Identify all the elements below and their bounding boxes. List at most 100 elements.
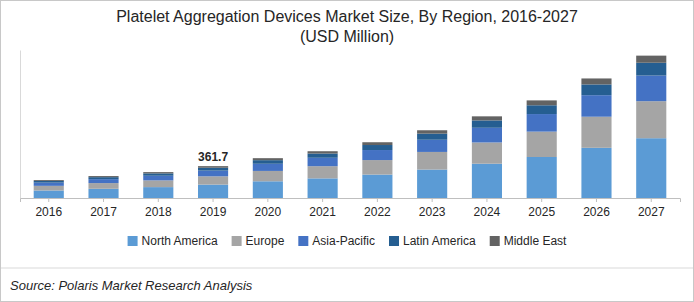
series — [34, 56, 667, 181]
legend-label: North America — [142, 234, 218, 248]
bar-segment — [198, 171, 228, 177]
x-tick-mark — [432, 198, 433, 202]
bar-segment — [472, 128, 502, 143]
x-tick-label: 2022 — [364, 205, 391, 219]
x-axis-line — [21, 199, 681, 203]
series — [34, 138, 667, 198]
bar-segment — [308, 151, 338, 153]
x-tick-mark — [322, 198, 323, 202]
title: Platelet Aggregation Devices Market Size… — [116, 8, 578, 25]
bar-segment — [636, 138, 666, 198]
x-tick: 2025 — [528, 198, 555, 219]
bar-segment — [472, 116, 502, 120]
bar-segment — [34, 190, 64, 198]
legend-label: Asia-Pacific — [312, 234, 375, 248]
bar-segment — [636, 101, 666, 138]
bar-segment — [253, 181, 283, 198]
legend-label: Middle East — [504, 234, 567, 248]
bar-segment — [581, 95, 611, 117]
bar-segment — [198, 168, 228, 171]
plot-area — [34, 56, 667, 198]
legend-label: Europe — [246, 234, 285, 248]
bar-segment — [253, 164, 283, 171]
x-tick-mark — [377, 198, 378, 202]
x-tick-mark — [541, 198, 542, 202]
x-tick-label: 2026 — [583, 205, 610, 219]
frame — [1, 1, 694, 302]
bar-segment — [88, 177, 118, 179]
bar-segment — [527, 105, 557, 114]
chart: Platelet Aggregation Devices Market Size… — [0, 0, 694, 302]
bar-segment — [362, 175, 392, 198]
bar-segment — [308, 158, 338, 166]
bar-segment — [527, 157, 557, 198]
legend-swatch — [298, 236, 308, 246]
separator — [1, 268, 693, 269]
x-tick: 2017 — [90, 198, 117, 219]
bar-segment — [253, 160, 283, 164]
legend-item: Latin America — [389, 234, 476, 248]
bar-segment — [143, 173, 173, 175]
bar-segment — [143, 172, 173, 173]
y-axis-line — [20, 51, 21, 199]
bar-segment — [581, 148, 611, 198]
x-tick: 2023 — [419, 198, 446, 219]
x-axis: 2016201720182019202020212022202320242025… — [21, 198, 681, 219]
x-tick: 2026 — [583, 198, 610, 219]
bar-segment — [472, 142, 502, 163]
bar-segment — [636, 76, 666, 102]
series — [34, 76, 667, 186]
bar-segment — [198, 166, 228, 168]
bar-segment — [143, 187, 173, 198]
legend-item: North America — [128, 234, 218, 248]
bar-segment — [527, 132, 557, 157]
legend-swatch — [490, 236, 500, 246]
x-tick: 2022 — [364, 198, 391, 219]
legend-item: Middle East — [490, 234, 567, 248]
subtitle: (USD Million) — [300, 28, 394, 45]
bar-segment — [362, 145, 392, 150]
bar-segment — [527, 114, 557, 132]
bar-segment — [417, 140, 447, 152]
legend-swatch — [232, 236, 242, 246]
x-tick: 2027 — [638, 198, 665, 219]
y-axis — [20, 51, 21, 199]
bar-segment — [34, 186, 64, 191]
x-tick-mark — [267, 198, 268, 202]
bar-segment — [308, 154, 338, 158]
bar-segment — [143, 180, 173, 187]
x-tick-label: 2018 — [145, 205, 172, 219]
bar-segment — [253, 158, 283, 160]
x-tick-mark — [486, 198, 487, 202]
bar-segment — [417, 134, 447, 140]
x-tick: 2018 — [145, 198, 172, 219]
bar-segment — [308, 166, 338, 178]
bar-segment — [34, 181, 64, 183]
bar-segment — [198, 176, 228, 184]
legend-label: Latin America — [403, 234, 476, 248]
x-tick-label: 2017 — [90, 205, 117, 219]
x-tick: 2019 — [200, 198, 227, 219]
x-tick-mark — [213, 198, 214, 202]
x-tick-label: 2023 — [419, 205, 446, 219]
legend-item: Europe — [232, 234, 285, 248]
legend-item: Asia-Pacific — [298, 234, 375, 248]
bar-segment — [472, 120, 502, 127]
bar-segment — [362, 160, 392, 175]
bar-segment — [417, 152, 447, 170]
bar-segment — [581, 117, 611, 148]
x-tick: 2016 — [35, 198, 62, 219]
bar-segment — [88, 179, 118, 183]
annotation: 361.7 — [198, 150, 228, 164]
x-tick-label: 2027 — [638, 205, 665, 219]
x-tick-label: 2025 — [528, 205, 555, 219]
bar-segment — [527, 100, 557, 105]
bar-segment — [636, 56, 666, 63]
bar-segment — [143, 176, 173, 181]
source: Source: Polaris Market Research Analysis — [10, 278, 253, 293]
bar-segment — [417, 130, 447, 133]
bar-segment — [88, 189, 118, 198]
x-tick-label: 2021 — [309, 205, 336, 219]
x-tick-label: 2016 — [35, 205, 62, 219]
bar-segment — [362, 150, 392, 160]
